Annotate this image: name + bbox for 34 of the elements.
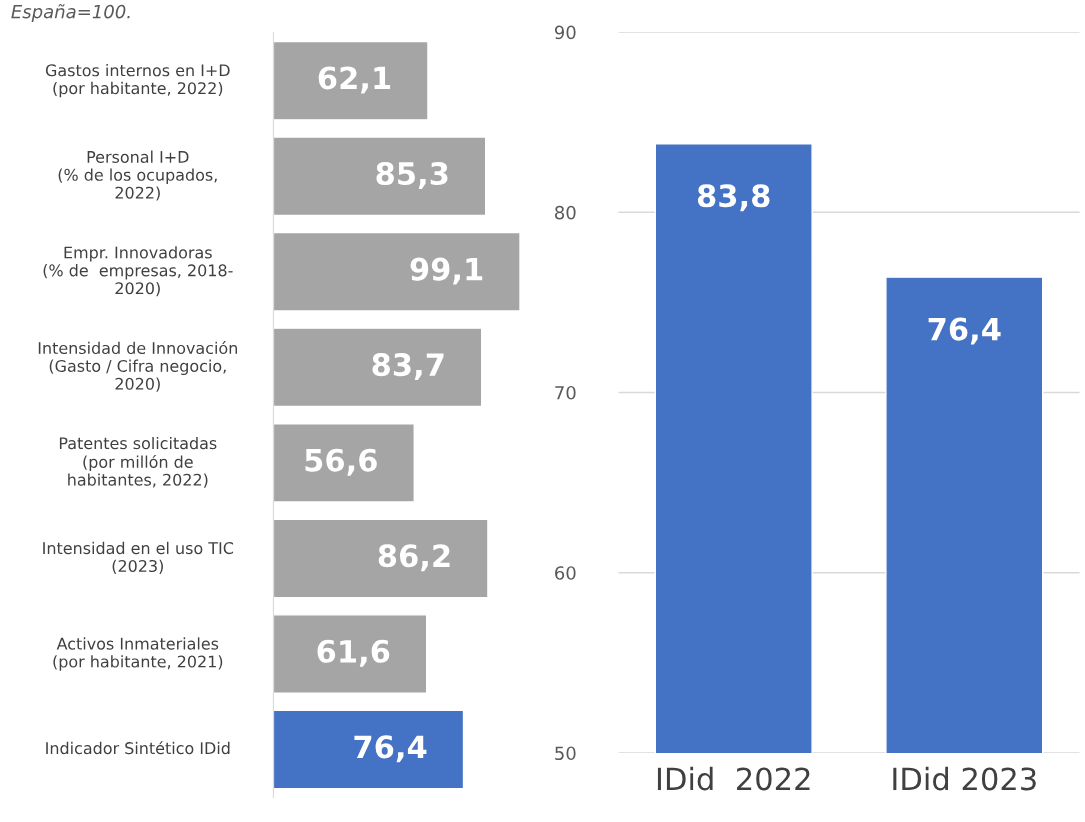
y-tick-label: 50 [555, 746, 576, 761]
y-tick-label: Personal I+D (% de los ocupados, 2022) [58, 150, 217, 201]
data-label: 83,8 [697, 184, 770, 212]
data-label: 83,7 [372, 353, 444, 381]
data-label: 76,4 [354, 735, 427, 763]
bar [273, 518, 489, 599]
data-label: 62,1 [318, 66, 391, 94]
y-tick-label: Patentes solicitadas (por millón de habitantes, 2022) [59, 436, 217, 488]
bar [273, 423, 415, 503]
bar [273, 327, 483, 408]
text: España=100. [11, 4, 130, 22]
bar [273, 40, 429, 121]
x-tick-label: IDid 2023 [893, 766, 1036, 791]
bar [273, 231, 521, 312]
y-tick-label: 90 [554, 25, 576, 40]
y-tick-label: Gastos internos en I+D (por habitante, 2022) [45, 63, 230, 98]
data-label: 61,6 [317, 639, 390, 667]
bar [273, 709, 465, 790]
data-label: 76,4 [928, 317, 1001, 345]
y-tick-label: Indicador Sintético IDid [46, 741, 230, 755]
y-tick-label: Intensidad de Innovación (Gasto / Cifra negocio, 2020) [38, 341, 237, 392]
y-tick-label: 60 [555, 566, 576, 580]
y-tick-label: Activos Inmateriales (por habitante, 2021) [53, 637, 223, 671]
bar [273, 136, 487, 217]
y-tick-label: Empr. Innovadoras (% de empresas, 2018- 2020) [43, 246, 233, 297]
data-label: 85,3 [376, 161, 448, 189]
y-tick-label: Intensidad en el uso TIC (2023) [43, 541, 234, 574]
y-tick-label: 70 [555, 385, 576, 400]
bar [273, 614, 428, 694]
x-tick-label: IDid 2022 [657, 766, 810, 791]
data-label: 86,2 [378, 544, 450, 572]
data-label: 56,6 [305, 448, 377, 476]
y-tick-label: 80 [555, 205, 576, 220]
data-label: 99,1 [410, 257, 483, 285]
